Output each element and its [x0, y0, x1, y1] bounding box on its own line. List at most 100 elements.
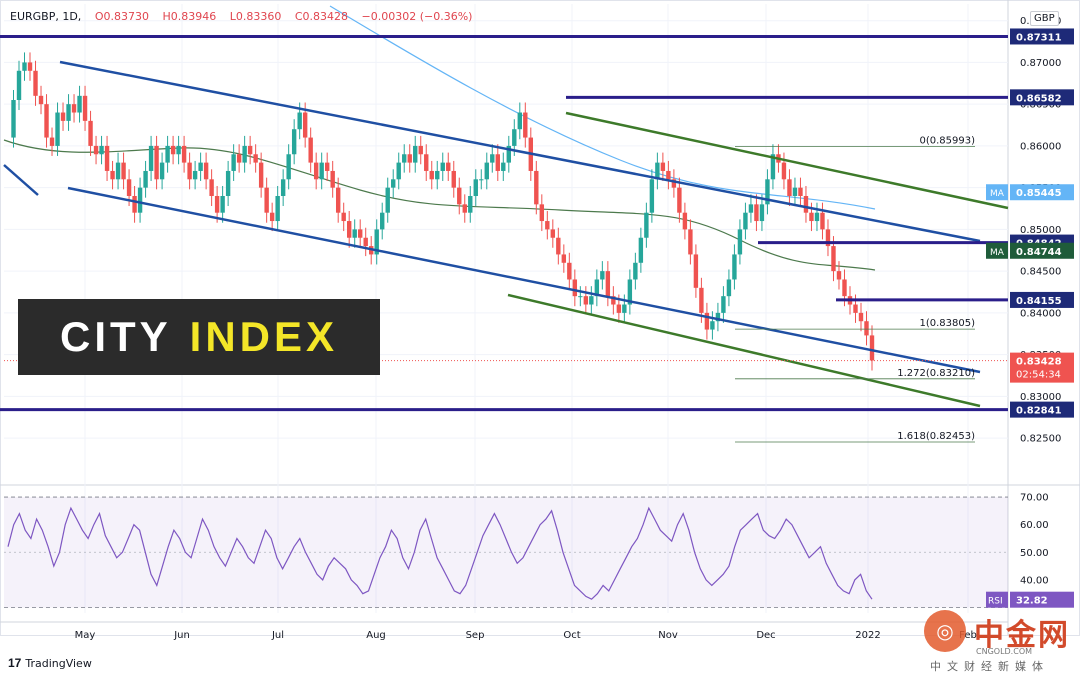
- watermark-cn: 中金网: [974, 618, 1070, 653]
- candle-body: [33, 70, 38, 96]
- candle-body: [148, 145, 154, 171]
- candle-body: [633, 262, 638, 280]
- high-value: H0.83946: [162, 10, 217, 23]
- price-tick-label: 0.82500: [1020, 434, 1061, 445]
- candle-body: [104, 145, 110, 171]
- rsi-panel: 70.00 60.00 50.00 40.00 RSI 32.82: [4, 493, 1074, 608]
- candle-body: [358, 229, 363, 238]
- candle-body: [473, 179, 478, 196]
- candle-body: [435, 170, 440, 180]
- candle-body: [743, 212, 748, 230]
- candle-body: [798, 187, 803, 196]
- candle-body: [831, 246, 836, 272]
- candle-body: [264, 187, 269, 213]
- candle-body: [754, 204, 759, 222]
- candle-body: [550, 229, 556, 238]
- channel-stub-line: [3, 164, 39, 196]
- candle-body: [346, 221, 352, 238]
- candle-body: [391, 179, 396, 188]
- candle-body: [594, 279, 600, 297]
- candle-body: [589, 296, 594, 305]
- candle-body: [682, 212, 688, 230]
- candle-body: [495, 154, 500, 171]
- candle-body: [858, 312, 864, 322]
- candle-body: [737, 229, 743, 255]
- last-price-label: 0.83428: [1016, 357, 1062, 368]
- candle-body: [424, 154, 429, 171]
- candle-body: [655, 162, 660, 180]
- candle-body: [451, 170, 456, 188]
- price-tick-label: 0.87000: [1020, 58, 1061, 69]
- candle-body: [556, 237, 561, 255]
- candle-body: [313, 162, 319, 180]
- candle-body: [280, 179, 286, 196]
- candle-body: [836, 271, 842, 280]
- price-tick-label: 0.84500: [1020, 267, 1061, 278]
- green-channel-upper: [565, 111, 1009, 210]
- candle-body: [693, 254, 699, 288]
- rsi-line: [7, 506, 873, 600]
- candle-body: [380, 212, 385, 230]
- candle-body: [16, 70, 22, 100]
- candles[interactable]: [11, 52, 875, 371]
- green-channel-lower: [507, 293, 981, 408]
- time-tick-label: May: [75, 630, 96, 641]
- candle-body: [748, 204, 754, 213]
- candle-body: [809, 212, 814, 222]
- currency-badge[interactable]: GBP: [1030, 11, 1059, 26]
- candle-body: [699, 287, 704, 313]
- candle-body: [225, 170, 231, 196]
- time-tick-label: Jun: [173, 630, 190, 641]
- candle-body: [181, 145, 187, 163]
- candle-body: [44, 104, 49, 138]
- rsi-value-label: 32.82: [1016, 596, 1048, 607]
- ma-name-label: MA: [990, 248, 1005, 258]
- ma-value-label: 0.84744: [1016, 247, 1062, 258]
- rsi-value-bg: [1010, 591, 1074, 608]
- time-tick-label: Feb: [959, 630, 977, 641]
- candle-body: [374, 229, 379, 255]
- candle-body: [644, 212, 649, 238]
- candle-body: [77, 95, 82, 113]
- time-axis: May Jun Jul Aug Sep Oct Nov Dec 2022 Feb: [75, 630, 977, 641]
- price-tick-label: 0.85000: [1020, 225, 1061, 236]
- time-tick-label: Nov: [658, 630, 678, 641]
- ma-value-label: 0.85445: [1016, 188, 1062, 199]
- level-label-text: 0.87311: [1016, 32, 1062, 43]
- city-index-logo: CITY INDEX: [18, 299, 380, 375]
- time-tick-label: 2022: [855, 630, 880, 641]
- level-label-bg: [1010, 401, 1074, 418]
- countdown-label: 02:54:34: [1016, 370, 1061, 381]
- candle-body: [132, 196, 137, 213]
- candle-body: [143, 170, 148, 188]
- candle-body: [247, 145, 253, 155]
- candle-body: [203, 162, 209, 180]
- candle-body: [121, 162, 126, 180]
- candle-body: [446, 162, 451, 171]
- watermark-sub: 中文财经新媒体: [930, 660, 1049, 673]
- candle-body: [484, 162, 489, 180]
- candle-body: [616, 304, 622, 313]
- price-tick-label: 0.86000: [1020, 141, 1061, 152]
- candle-body: [842, 279, 847, 297]
- candle-body: [583, 296, 589, 305]
- time-tick-label: Oct: [563, 630, 580, 641]
- candle-body: [578, 296, 583, 298]
- logo-word-city: CITY: [59, 313, 172, 360]
- candle-body: [335, 187, 341, 213]
- logo-word-index: INDEX: [189, 313, 339, 360]
- fib-label: 0(0.85993): [919, 135, 975, 146]
- candle-body: [55, 112, 60, 146]
- candle-body: [649, 179, 655, 213]
- candle-body: [192, 170, 198, 180]
- rsi-name-label: RSI: [988, 597, 1003, 607]
- candle-body: [341, 212, 346, 222]
- candle-body: [792, 187, 798, 196]
- rsi-tick-label: 70.00: [1020, 493, 1049, 504]
- candle-body: [710, 321, 715, 330]
- candle-body: [385, 187, 390, 213]
- change-value: −0.00302 (−0.36%): [361, 10, 473, 23]
- candle-body: [269, 212, 275, 222]
- candle-body: [567, 262, 572, 280]
- tradingview-footer[interactable]: 17 TradingView: [8, 656, 92, 670]
